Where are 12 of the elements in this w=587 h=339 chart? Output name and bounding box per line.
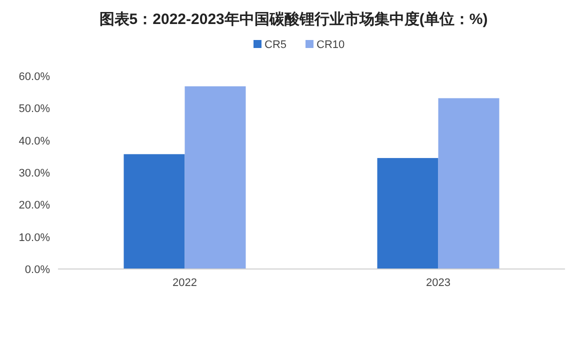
ytick: 50.0% bbox=[18, 103, 50, 116]
ytick: 40.0% bbox=[18, 135, 50, 148]
ytick: 60.0% bbox=[18, 71, 50, 83]
legend: CR5 bbox=[264, 39, 287, 51]
xtick: 2023 bbox=[426, 277, 450, 289]
ytick: 30.0% bbox=[18, 168, 50, 180]
ytick: 0.0% bbox=[24, 264, 50, 276]
title: 图表5：2022-2023年中国碳酸锂行业市场集中度(单位：%) bbox=[99, 11, 488, 28]
ytick: 20.0% bbox=[18, 200, 50, 212]
legend: CR10 bbox=[316, 39, 345, 51]
ytick: 10.0% bbox=[18, 232, 50, 244]
xtick: 2022 bbox=[172, 277, 197, 289]
